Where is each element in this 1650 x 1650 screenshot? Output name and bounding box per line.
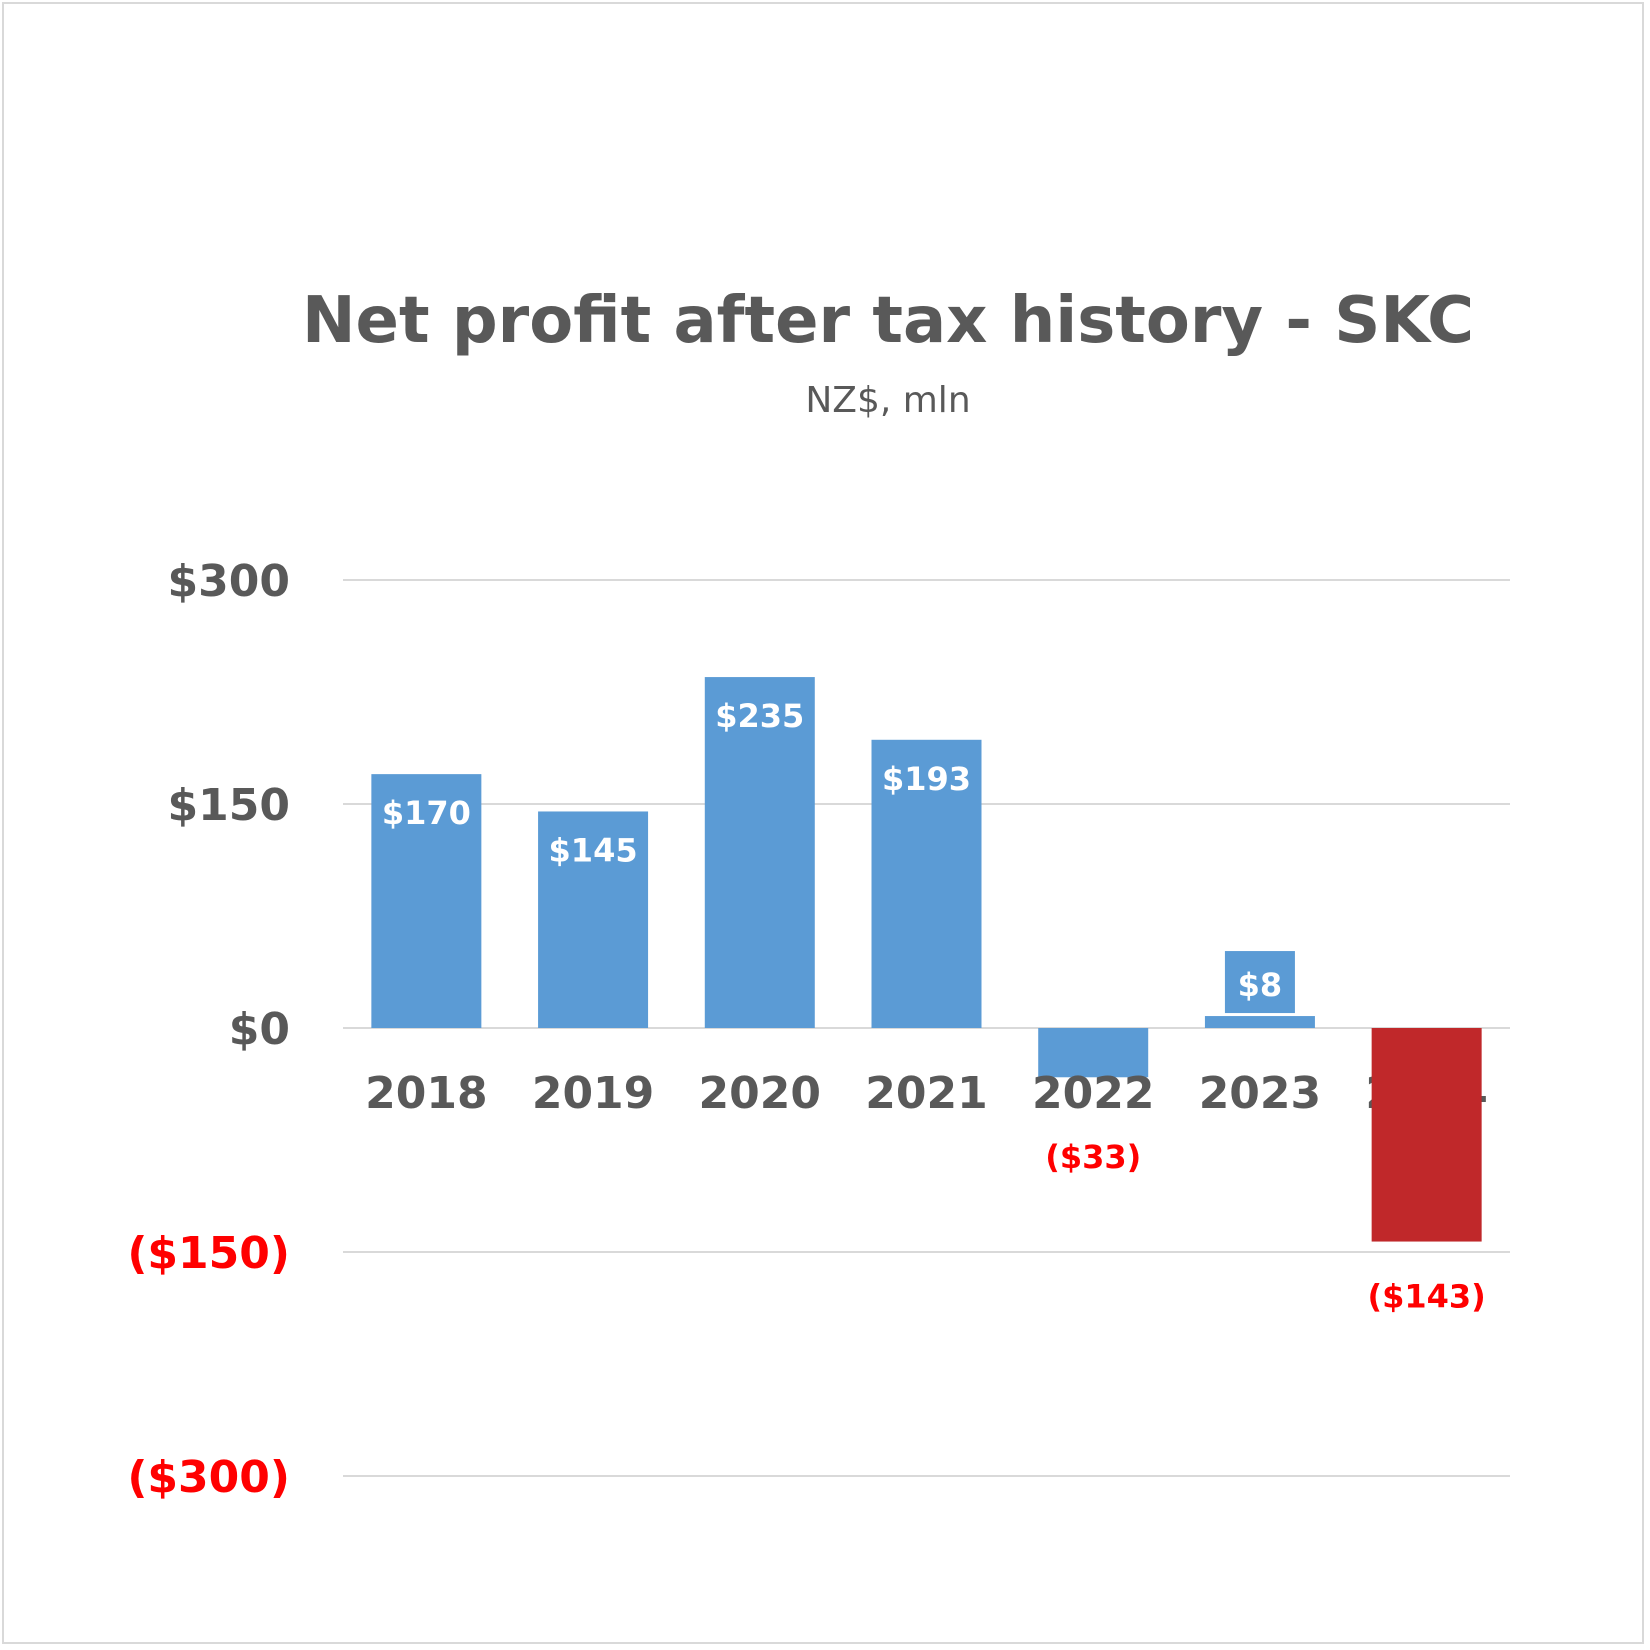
data-label-2023: $8 (1238, 966, 1283, 1004)
y-tick-label: ($150) (127, 1228, 290, 1279)
bars (371, 677, 1482, 1242)
x-tick-label-2023: 2023 (1199, 1068, 1321, 1119)
x-axis-ticks: 2018 2019 2020 2021 2022 2023 (365, 1068, 1321, 1119)
data-label-2022: ($33) (1045, 1138, 1141, 1176)
data-label-box (1224, 951, 1295, 1014)
bar-2021 (871, 739, 982, 1028)
chart-subtitle: NZ$, mln (805, 380, 970, 421)
bar-2022 (1038, 1028, 1149, 1078)
y-tick-label: $0 (229, 1004, 290, 1055)
bar-2018 (371, 774, 482, 1028)
y-tick-label: $300 (168, 556, 290, 607)
data-label-2021: $193 (882, 760, 971, 798)
y-axis-ticks: $300 $150 $0 ($150) ($300) (127, 556, 290, 1503)
bar-2024 (1371, 1028, 1482, 1242)
x-tick-label-2019: 2019 (532, 1068, 654, 1119)
data-label-2019: $145 (549, 831, 638, 869)
y-tick-label: ($300) (127, 1452, 290, 1503)
data-label-2024: ($143) (1367, 1278, 1485, 1316)
x-tick-label-2021: 2021 (865, 1068, 987, 1119)
data-label-2018: $170 (382, 794, 471, 832)
chart-title: Net profit after tax history - SKC (302, 284, 1474, 358)
x-tick-label-2022: 2022 (1032, 1068, 1154, 1119)
bar-2019 (538, 811, 649, 1028)
data-label-2020: $235 (715, 697, 804, 735)
x-tick-label-2018: 2018 (365, 1068, 487, 1119)
y-tick-label: $150 (168, 780, 290, 831)
x-tick-label-2020: 2020 (699, 1068, 821, 1119)
data-labels: $170 $145 $235 $193 ($33) $8 ($143) (382, 697, 1486, 1315)
bar-2020 (704, 677, 815, 1028)
bar-2023 (1204, 1016, 1315, 1028)
